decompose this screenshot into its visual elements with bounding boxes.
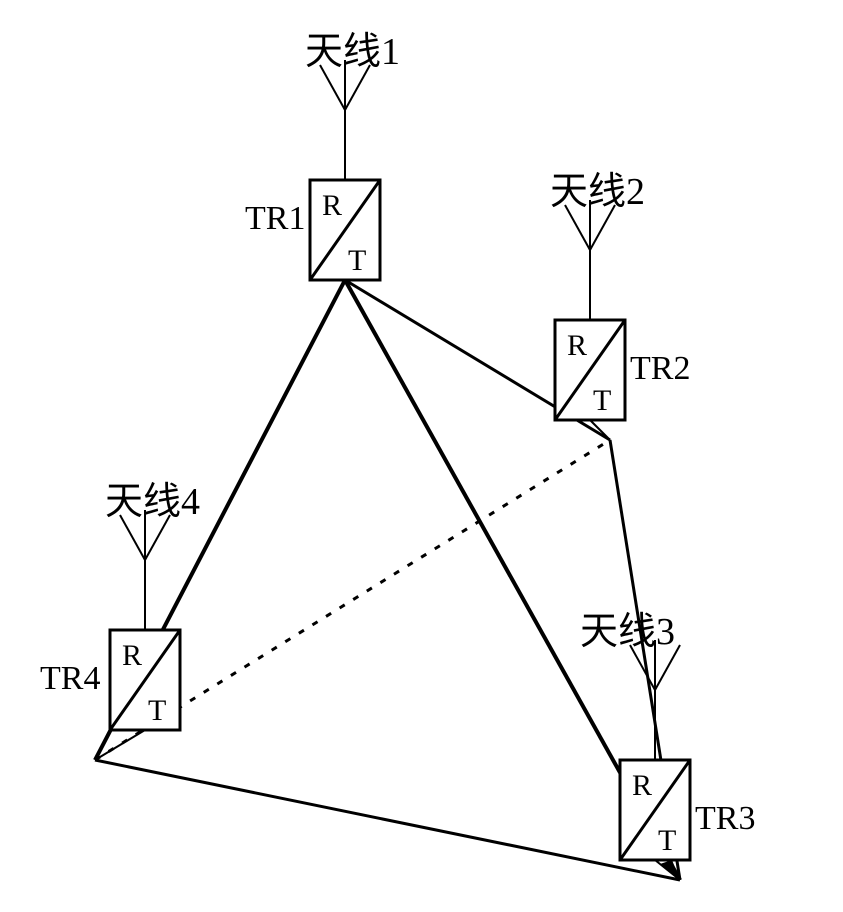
tr3-label: TR3 (695, 800, 755, 838)
rt-t-3: T (658, 824, 676, 857)
tr1-label: TR1 (245, 200, 305, 238)
node-2: R T (555, 200, 625, 440)
rt-t-4: T (148, 694, 166, 727)
antenna-2-label: 天线2 (550, 160, 645, 215)
node-3: R T (620, 640, 690, 880)
rt-t-2: T (593, 384, 611, 417)
antenna-1-label: 天线1 (305, 20, 400, 75)
node-4: R T (95, 510, 180, 760)
antenna-3-label: 天线3 (580, 600, 675, 655)
diagram-svg: R T R T R T R T (0, 0, 843, 912)
node-1: R T (310, 60, 380, 280)
rt-t-1: T (348, 244, 366, 277)
rt-r-2: R (567, 329, 587, 362)
rt-r-4: R (122, 639, 142, 672)
rt-r-3: R (632, 769, 652, 802)
antenna-4-label: 天线4 (105, 470, 200, 525)
tr2-label: TR2 (630, 350, 690, 388)
tr4-label: TR4 (40, 660, 100, 698)
edge-4-3 (95, 760, 680, 880)
rt-r-1: R (322, 189, 342, 222)
